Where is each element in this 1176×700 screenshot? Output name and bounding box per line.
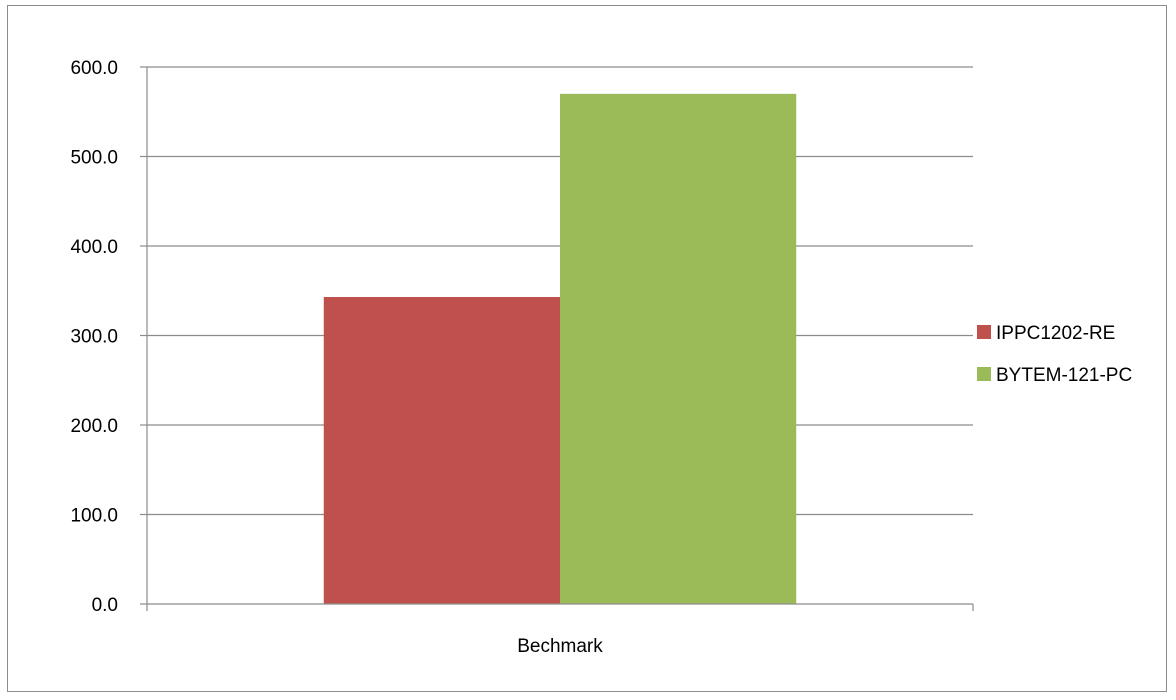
bars: [323, 93, 797, 604]
x-category-label: Bechmark: [517, 636, 603, 657]
legend-label: IPPC1202-RE: [996, 323, 1115, 344]
x-axis-category-labels: Bechmark: [517, 636, 603, 657]
y-axis-tick-labels: 0.0 100.0 200.0 300.0 400.0 500.0 600.0: [70, 58, 118, 616]
axes: [140, 66, 974, 611]
legend-swatch: [977, 325, 991, 339]
bar-ippc1202-re: [323, 297, 560, 604]
y-tick-label: 400.0: [70, 237, 118, 258]
bar-bytem-121-pc: [560, 93, 797, 604]
y-tick-label: 0.0: [92, 595, 118, 616]
y-tick-label: 100.0: [70, 506, 118, 527]
y-tick-label: 200.0: [70, 416, 118, 437]
y-tick-label: 500.0: [70, 148, 118, 169]
legend-swatch: [977, 367, 991, 381]
y-tick-label: 300.0: [70, 327, 118, 348]
y-tick-label: 600.0: [70, 58, 118, 79]
legend-label: BYTEM-121-PC: [996, 365, 1132, 386]
legend: IPPC1202-RE BYTEM-121-PC: [977, 323, 1132, 386]
